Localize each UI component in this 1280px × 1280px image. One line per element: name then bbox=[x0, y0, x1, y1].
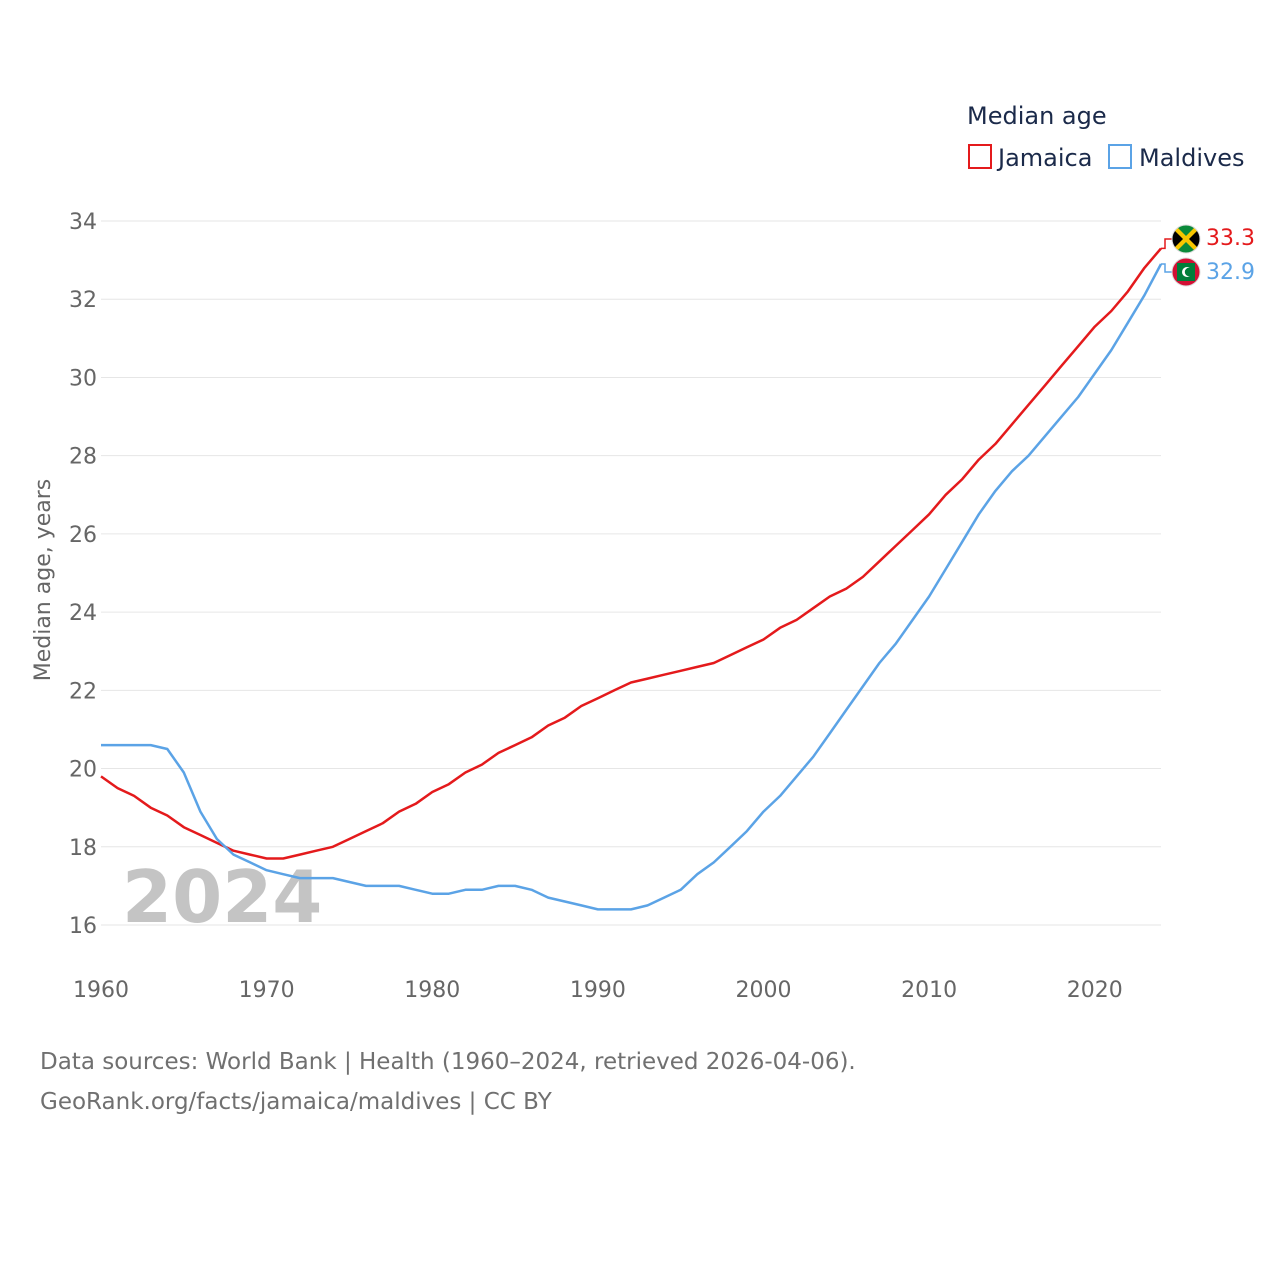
y-tick-label: 28 bbox=[69, 445, 97, 470]
series-line-jamaica[interactable] bbox=[100, 247, 1162, 860]
x-tick-label: 2000 bbox=[736, 978, 792, 1003]
legend-title: Median age bbox=[967, 102, 1107, 130]
legend: Median age Jamaica Maldives bbox=[967, 102, 1244, 172]
current-year-watermark: 2024 bbox=[122, 855, 322, 939]
y-tick-label: 22 bbox=[69, 679, 97, 704]
series-lines bbox=[100, 247, 1163, 911]
y-axis-ticks: 16 18 20 22 24 26 28 30 32 34 bbox=[69, 210, 97, 939]
legend-label-maldives: Maldives bbox=[1139, 144, 1244, 172]
y-tick-label: 16 bbox=[69, 914, 97, 939]
end-leader-maldives bbox=[1161, 263, 1172, 273]
jamaica-flag-icon bbox=[1172, 225, 1200, 253]
y-tick-label: 34 bbox=[69, 210, 97, 235]
legend-item-maldives[interactable]: Maldives bbox=[1108, 144, 1244, 172]
end-leader-jamaica bbox=[1161, 238, 1172, 250]
data-source-footer: Data sources: World Bank | Health (1960–… bbox=[40, 1042, 1240, 1122]
x-tick-label: 1960 bbox=[73, 978, 129, 1003]
y-tick-label: 20 bbox=[69, 758, 97, 783]
x-tick-label: 1990 bbox=[570, 978, 626, 1003]
y-tick-label: 24 bbox=[69, 601, 97, 626]
legend-swatch-maldives bbox=[1108, 144, 1132, 169]
legend-swatch-jamaica bbox=[968, 144, 992, 169]
end-label-maldives: 32.9 bbox=[1206, 260, 1255, 285]
series-line-maldives[interactable] bbox=[101, 263, 1163, 911]
data-sources-line: Data sources: World Bank | Health (1960–… bbox=[40, 1049, 856, 1075]
line-chart: Median age Jamaica Maldives 16 18 20 22 24 26… bbox=[31, 102, 1255, 1003]
x-tick-label: 2020 bbox=[1067, 978, 1123, 1003]
x-tick-label: 1970 bbox=[239, 978, 295, 1003]
y-axis-title: Median age, years bbox=[31, 479, 56, 682]
gridlines bbox=[101, 220, 1161, 926]
y-tick-label: 18 bbox=[69, 836, 97, 861]
legend-label-jamaica: Jamaica bbox=[996, 144, 1092, 172]
x-tick-label: 2010 bbox=[901, 978, 957, 1003]
y-tick-label: 30 bbox=[69, 366, 97, 391]
x-axis-ticks: 1960 1970 1980 1990 2000 2010 2020 bbox=[73, 978, 1123, 1003]
y-tick-label: 26 bbox=[69, 523, 97, 548]
end-markers: 33.3 32.9 bbox=[1161, 224, 1255, 287]
credit-line[interactable]: GeoRank.org/facts/jamaica/maldives | CC … bbox=[40, 1089, 552, 1115]
end-label-jamaica: 33.3 bbox=[1206, 226, 1255, 251]
legend-item-jamaica[interactable]: Jamaica bbox=[968, 144, 1092, 172]
y-tick-label: 32 bbox=[69, 288, 97, 313]
x-tick-label: 1980 bbox=[404, 978, 460, 1003]
maldives-flag-icon bbox=[1172, 258, 1200, 286]
